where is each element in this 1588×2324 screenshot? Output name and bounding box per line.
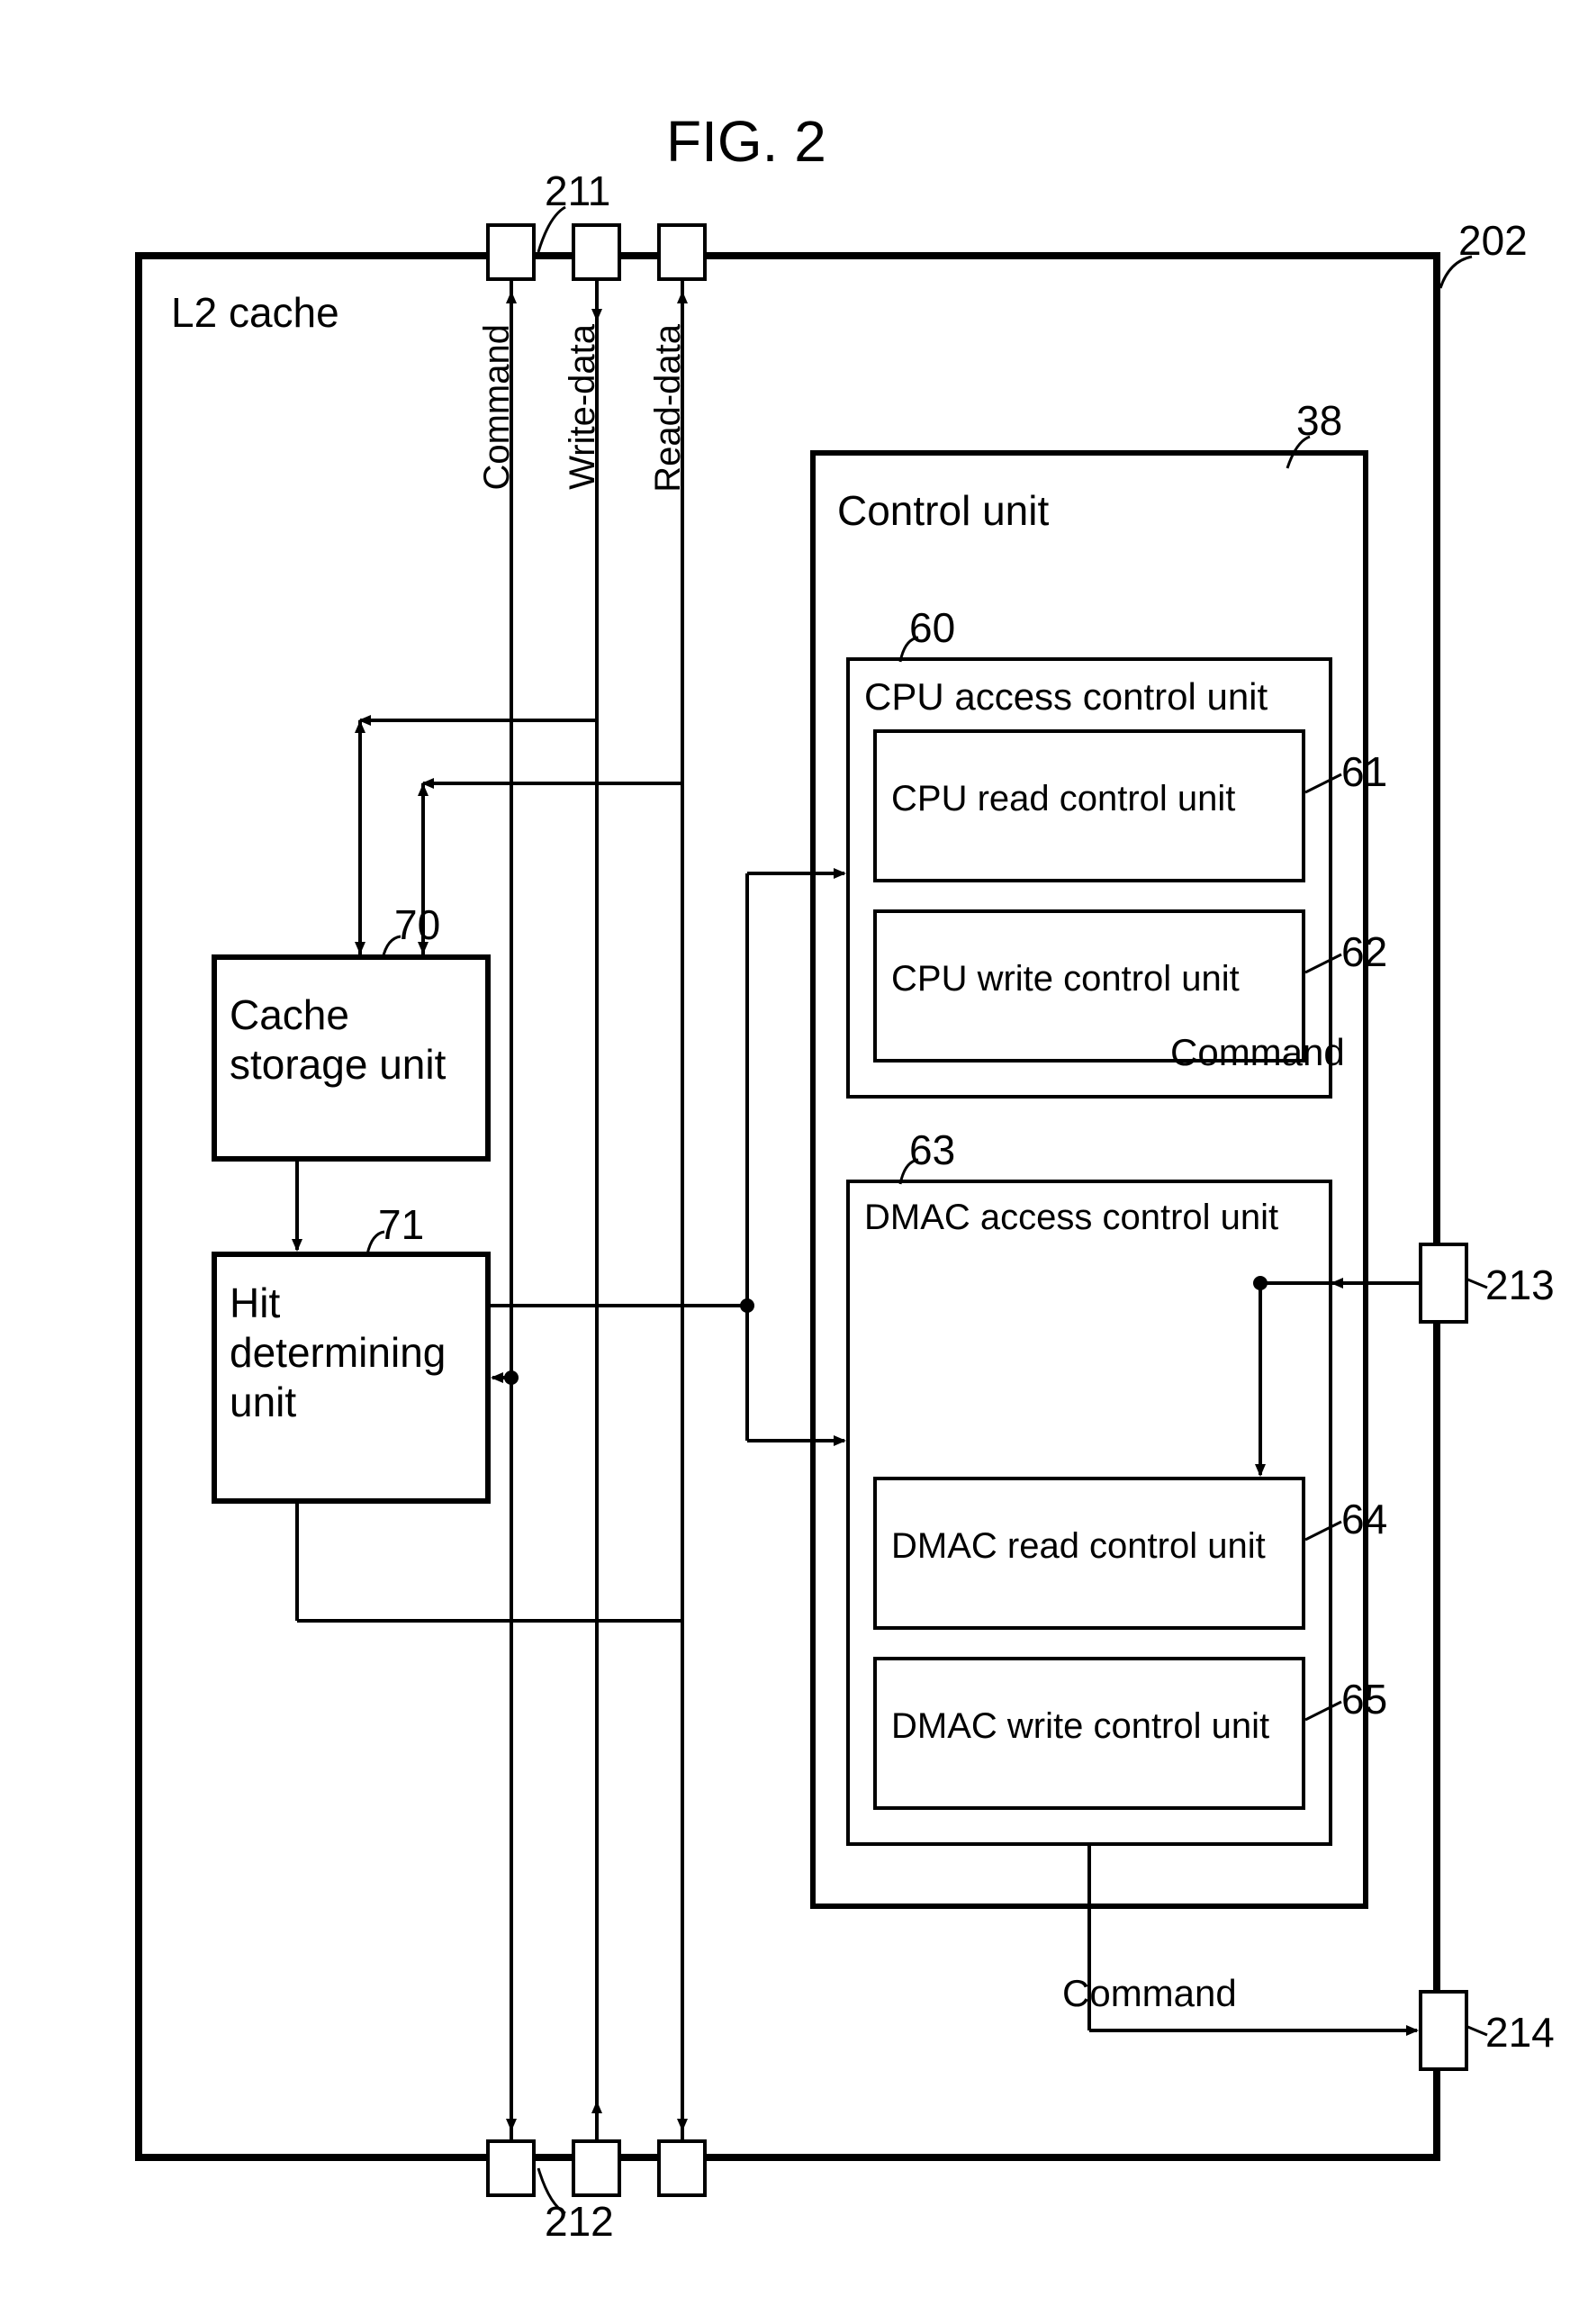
port-212-3 xyxy=(657,2139,707,2197)
figure-title: FIG. 2 xyxy=(666,108,826,175)
port-211-3 xyxy=(657,223,707,281)
vlabel-readdata-top: Read-data xyxy=(648,324,689,493)
control-unit-label: Control unit xyxy=(837,486,1049,535)
ref-65: 65 xyxy=(1341,1675,1387,1723)
port-211-2 xyxy=(572,223,621,281)
cpu-access-label: CPU access control unit xyxy=(864,675,1268,719)
ref-71: 71 xyxy=(378,1200,424,1249)
port-211-1 xyxy=(486,223,536,281)
vlabel-writedata-top: Write-data xyxy=(563,324,603,490)
cmd-label-214: Command xyxy=(1062,1972,1237,2015)
hit-unit-text: Hit determining unit xyxy=(230,1280,446,1425)
dmac-read-label: DMAC read control unit xyxy=(891,1526,1266,1567)
cache-storage-text: Cache storage unit xyxy=(230,991,446,1088)
ref-213: 213 xyxy=(1485,1261,1555,1309)
port-213 xyxy=(1419,1243,1468,1324)
dmac-access-label: DMAC access control unit xyxy=(864,1198,1278,1238)
ref-60: 60 xyxy=(909,603,955,652)
ref-211: 211 xyxy=(545,167,610,215)
cpu-read-label: CPU read control unit xyxy=(891,779,1235,819)
ref-202: 202 xyxy=(1458,216,1528,265)
ref-70: 70 xyxy=(394,900,440,949)
ref-214: 214 xyxy=(1485,2008,1555,2057)
port-212-1 xyxy=(486,2139,536,2197)
hit-unit-label: Hit determining unit xyxy=(230,1279,446,1428)
ref-61: 61 xyxy=(1341,747,1387,796)
port-214 xyxy=(1419,1990,1468,2071)
port-212-2 xyxy=(572,2139,621,2197)
l2-cache-label: L2 cache xyxy=(171,288,339,337)
ref-62: 62 xyxy=(1341,927,1387,976)
ref-38: 38 xyxy=(1296,396,1342,445)
ref-64: 64 xyxy=(1341,1495,1387,1543)
cmd-label-213: Command xyxy=(1170,1031,1345,1074)
cpu-write-label: CPU write control unit xyxy=(891,959,1240,999)
ref-212: 212 xyxy=(545,2197,614,2246)
vlabel-command-top: Command xyxy=(477,324,518,491)
ref-63: 63 xyxy=(909,1126,955,1174)
cache-storage-label: Cache storage unit xyxy=(230,990,446,1090)
dmac-write-label: DMAC write control unit xyxy=(891,1706,1269,1747)
